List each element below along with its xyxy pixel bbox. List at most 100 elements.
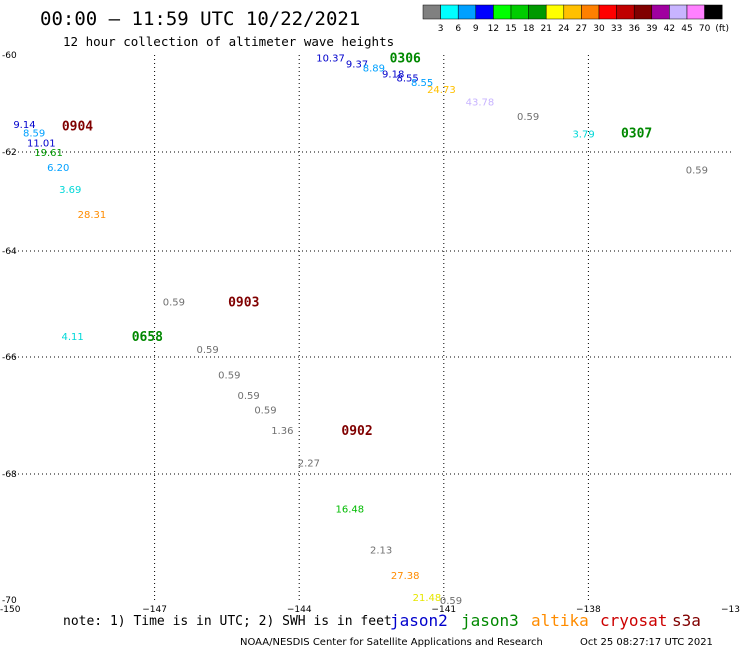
satellite-cryosat: cryosat — [600, 611, 667, 630]
wave-height-value: 0.59 — [440, 596, 462, 607]
wave-height-value: 8.55 — [397, 73, 419, 84]
legend-label: 9 — [473, 24, 479, 34]
satellite-jason2: jason2 — [390, 611, 448, 630]
legend-swatch — [457, 4, 477, 20]
legend-swatch — [669, 4, 688, 20]
wave-height-value: 0.59 — [237, 391, 259, 402]
legend-label: 36 — [628, 24, 640, 34]
legend-label: (ft) — [715, 24, 729, 34]
x-tick-label: −144 — [287, 605, 312, 615]
legend-label: 12 — [488, 24, 499, 34]
grid-lines — [10, 55, 733, 600]
legend-label: 27 — [576, 24, 587, 34]
wave-height-value: 9.37 — [346, 60, 368, 71]
legend-label: 39 — [646, 24, 658, 34]
pass-time-label: 0903 — [228, 295, 259, 310]
timestamp-text: Oct 25 08:27:17 UTC 2021 — [580, 637, 713, 648]
wave-height-value: 0.59 — [163, 297, 185, 308]
legend-swatch — [493, 4, 512, 20]
wave-height-value: 10.37 — [316, 53, 345, 64]
legend-swatch — [598, 4, 617, 20]
wave-height-value: 9.18 — [382, 69, 404, 80]
pass-time-label: 0902 — [341, 424, 372, 439]
satellite-jason3: jason3 — [461, 611, 519, 630]
wave-height-value: 9.14 — [13, 120, 35, 131]
legend-swatch — [633, 4, 653, 20]
x-tick-label: -150 — [0, 605, 21, 615]
legend-swatch — [704, 4, 723, 20]
pass-time-label: 0904 — [62, 119, 93, 134]
wave-height-value: 21.48 — [413, 593, 442, 604]
legend-label: 33 — [611, 24, 622, 34]
pass-time-label: 0658 — [132, 330, 163, 345]
wave-height-value: 0.59 — [686, 165, 708, 176]
legend-swatch — [563, 4, 582, 20]
legend-swatch — [545, 4, 565, 20]
legend-label: 18 — [523, 24, 535, 34]
satellite-legend: jason2 jason3 altika cryosat s3a — [390, 611, 701, 630]
x-tick-label: −141 — [431, 605, 456, 615]
wave-height-value: 24.73 — [427, 85, 456, 96]
legend-swatch — [510, 4, 529, 20]
legend-label: 24 — [558, 24, 570, 34]
wave-height-value: 8.59 — [23, 129, 45, 140]
wave-height-value: 8.89 — [363, 64, 385, 75]
wave-height-value: 0.59 — [254, 406, 276, 417]
legend-swatch — [686, 4, 705, 20]
legend-swatch — [528, 4, 547, 20]
legend-label: 6 — [455, 24, 461, 34]
wave-height-value: 3.69 — [59, 185, 81, 196]
axis-tick-labels: -60 -62 -64 -66 -68 -70-150 −147 −144 −141 −138 −1… — [0, 51, 740, 615]
legend-swatch — [581, 4, 600, 20]
pass-time-labels: 0306 0307 0904 0903 0658 0902 — [62, 51, 652, 439]
legend-label: 3 — [438, 24, 444, 34]
wave-height-value: 2.13 — [370, 546, 392, 557]
wave-height-value: 27.38 — [391, 571, 420, 582]
wave-height-value: 11.01 — [27, 138, 56, 149]
wave-height-value: 16.48 — [335, 505, 364, 516]
wave-height-values: 10.379.378.899.188.558.5524.7343.780.593… — [13, 53, 708, 607]
wave-height-value: 28.31 — [78, 210, 107, 221]
wave-height-value: 1.36 — [271, 426, 293, 437]
legend-label: 15 — [505, 24, 516, 34]
legend-label: 45 — [681, 24, 692, 34]
legend-label: 30 — [593, 24, 605, 34]
legend-swatch — [651, 4, 670, 20]
wave-height-value: 8.55 — [411, 78, 433, 89]
legend-label: 21 — [540, 24, 551, 34]
x-tick-label: −13 — [721, 605, 740, 615]
legend-label: 42 — [664, 24, 675, 34]
y-tick-label: -70 — [2, 596, 17, 606]
wave-height-value: 0.59 — [218, 371, 240, 382]
wave-height-value: 0.59 — [196, 345, 218, 356]
x-tick-label: −138 — [576, 605, 601, 615]
chart-title: 00:00 – 11:59 UTC 10/22/2021 — [40, 8, 360, 30]
y-tick-label: -62 — [2, 148, 17, 158]
legend-swatch — [616, 4, 635, 20]
legend-label: 70 — [699, 24, 711, 34]
y-tick-label: -60 — [2, 51, 17, 61]
footer-note: note: 1) Time is in UTC; 2) SWH is in fe… — [63, 614, 392, 629]
wave-height-value: 3.79 — [572, 130, 594, 141]
wave-height-value: 19.61 — [34, 148, 63, 159]
wave-height-value: 43.78 — [466, 98, 495, 109]
pass-time-label: 0306 — [390, 51, 421, 66]
pass-time-label: 0307 — [621, 127, 652, 142]
y-tick-label: -64 — [2, 247, 17, 257]
wave-height-value: 0.59 — [517, 112, 539, 123]
wave-height-value: 4.11 — [62, 332, 84, 343]
color-scale-legend: 3 6 9 12 15 18 21 24 27 30 33 36 39 42 45 70 (ft) — [422, 4, 729, 34]
chart-subtitle: 12 hour collection of altimeter wave hei… — [63, 34, 394, 49]
x-tick-label: −147 — [142, 605, 167, 615]
y-tick-label: -66 — [2, 353, 17, 363]
wave-height-value: 6.20 — [47, 163, 69, 174]
satellite-altika: altika — [531, 611, 589, 630]
legend-swatch — [475, 4, 494, 20]
wave-height-value: 2.27 — [298, 458, 320, 469]
y-tick-label: -68 — [2, 470, 17, 480]
legend-swatch — [440, 4, 459, 20]
legend-swatch — [422, 4, 441, 20]
satellite-s3a: s3a — [672, 611, 701, 630]
credit-text: NOAA/NESDIS Center for Satellite Applica… — [240, 637, 543, 648]
